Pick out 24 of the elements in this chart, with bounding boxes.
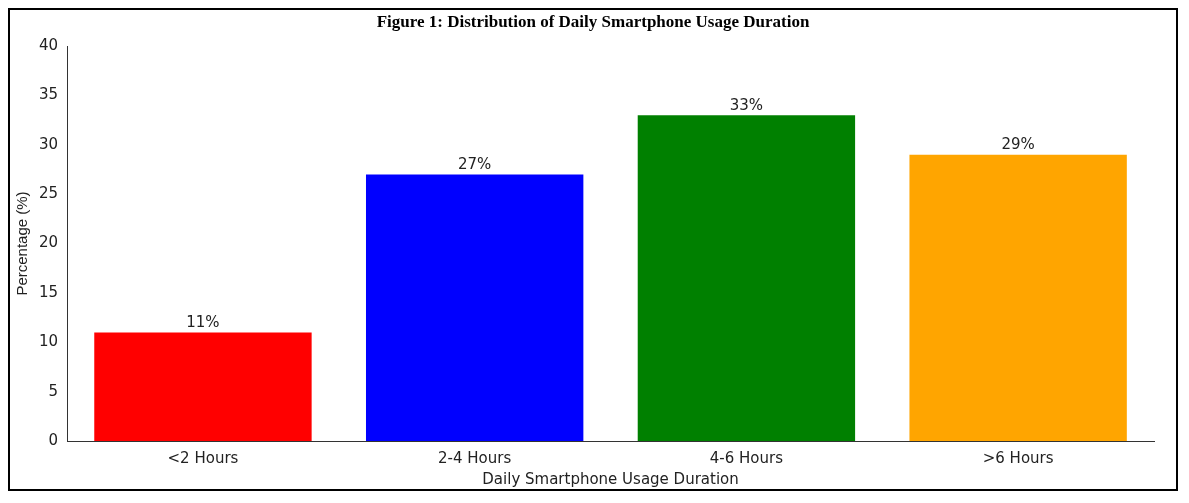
data-label: 27%	[458, 154, 492, 173]
y-tick-label: 10	[38, 332, 59, 351]
chart-title: Figure 1: Distribution of Daily Smartphone Usage Duration	[375, 11, 811, 33]
bar	[94, 332, 312, 441]
y-tick-label: 20	[38, 233, 59, 252]
bar	[909, 154, 1127, 441]
y-tick-label: 0	[48, 430, 59, 449]
x-tick-label: 2-4 Hours	[438, 448, 512, 467]
y-tick-label: 35	[38, 85, 59, 104]
data-label: 29%	[1001, 135, 1035, 154]
data-label: 11%	[186, 312, 220, 331]
y-tick-label: 15	[38, 282, 59, 301]
bar	[637, 115, 856, 441]
y-tick-label: 30	[38, 134, 59, 153]
x-axis-title: Daily Smartphone Usage Duration	[482, 469, 739, 488]
x-tick-label: >6 Hours	[982, 448, 1054, 467]
x-tick-label: 4-6 Hours	[709, 448, 784, 467]
y-tick-label: 5	[48, 381, 59, 400]
x-tick-label: <2 Hours	[167, 448, 239, 467]
y-tick-label: 40	[38, 35, 59, 54]
data-label: 33%	[729, 95, 764, 114]
y-axis-title: Percentage (%)	[13, 191, 31, 296]
bar	[365, 174, 584, 441]
y-tick-label: 25	[38, 184, 59, 203]
